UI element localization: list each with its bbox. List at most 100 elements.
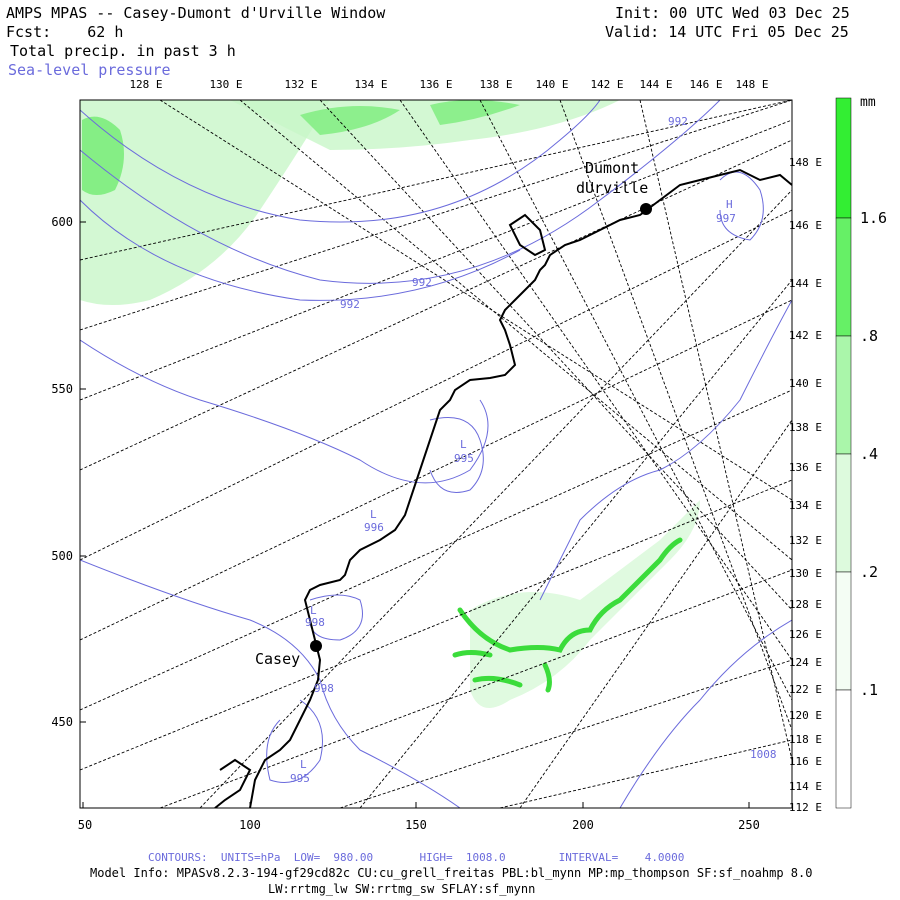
lon-label: 128 E [129, 78, 162, 91]
slp-contour [309, 594, 363, 641]
lon-label: 136 E [789, 461, 822, 474]
lon-label: 128 E [789, 598, 822, 611]
slp-contour [266, 699, 323, 783]
map-frame [79, 99, 793, 809]
precip-light-southeast [470, 500, 700, 708]
lon-label: 112 E [789, 801, 822, 814]
contour-label: 992 [340, 298, 360, 311]
x-tick-label: 200 [572, 818, 594, 832]
precip-core-northeast [430, 100, 520, 125]
lon-label: 148 E [789, 156, 822, 169]
precip-shading [80, 100, 700, 708]
lon-label: 144 E [639, 78, 672, 91]
top-lon-labels: 128 E 130 E 132 E 134 E 136 E 138 E 140 … [129, 78, 768, 91]
lon-label: 130 E [789, 567, 822, 580]
station-dumont-durville-marker[interactable] [640, 203, 652, 215]
station-casey-marker[interactable] [310, 640, 322, 652]
graticule-line [479, 100, 792, 701]
station-casey-label: Casey [255, 650, 300, 668]
graticule-line [80, 389, 792, 711]
lon-label: 144 E [789, 277, 822, 290]
contour-label: 992 [668, 115, 688, 128]
lon-label: 138 E [479, 78, 512, 91]
station-durville-label: dUrville [576, 179, 648, 197]
graticule-line [80, 139, 792, 471]
x-tick-label: 50 [78, 818, 92, 832]
contour-label: 998 [314, 682, 334, 695]
y-axis: 600 550 500 450 [51, 215, 86, 729]
graticule-line [399, 100, 792, 661]
init-time: Init: 00 UTC Wed 03 Dec 25 [615, 4, 850, 22]
map-title: AMPS MPAS -- Casey-Dumont d'Urville Wind… [6, 4, 386, 22]
contour-label: 998 [305, 616, 325, 629]
low-pressure-symbol: L [370, 508, 377, 521]
graticule-line [80, 119, 792, 401]
graticule-line [80, 209, 792, 561]
high-pressure-symbol: H [726, 198, 733, 211]
field-name: Total precip. in past 3 h [10, 42, 236, 60]
coastline-west [214, 758, 252, 808]
y-tick-label: 600 [51, 215, 73, 229]
contour-label: 997 [716, 212, 736, 225]
slp-contour [80, 339, 489, 484]
right-lon-labels: 148 E 146 E 144 E 142 E 140 E 138 E 136 … [789, 156, 822, 814]
colorbar-swatch-0.2 [835, 453, 852, 573]
graticule-line [159, 569, 792, 808]
contour-label: 996 [364, 521, 384, 534]
coastline [214, 168, 792, 808]
contour-label: 995 [290, 772, 310, 785]
colorbar-label: .4 [860, 445, 878, 463]
model-info-2: LW:rrtmg_lw SW:rrtmg_sw SFLAY:sf_mynn [268, 882, 536, 896]
x-tick-label: 150 [405, 818, 427, 832]
graticule-line [559, 100, 792, 731]
colorbar-label: .2 [860, 563, 878, 581]
low-pressure-symbol: L [310, 604, 317, 617]
low-pressure-symbol: L [300, 758, 307, 771]
y-tick-label: 550 [51, 382, 73, 396]
overlay-name: Sea-level pressure [8, 61, 171, 79]
lon-label: 130 E [209, 78, 242, 91]
slp-contour [719, 171, 764, 241]
colorbar-swatch-0.1 [835, 571, 852, 691]
low-pressure-symbol: L [460, 438, 467, 451]
coastline-inlet [508, 213, 547, 257]
graticule-line [80, 100, 792, 261]
lon-label: 122 E [789, 683, 822, 696]
x-tick-label: 100 [239, 818, 261, 832]
slp-contour [80, 100, 601, 223]
lon-label: 140 E [789, 377, 822, 390]
x-tick-label: 250 [738, 818, 760, 832]
lon-label: 146 E [689, 78, 722, 91]
graticule-line [339, 659, 792, 808]
precip-core-north [300, 106, 400, 135]
lon-label: 134 E [789, 499, 822, 512]
slp-contour [80, 100, 721, 284]
graticule-line [159, 100, 792, 501]
y-tick-label: 450 [51, 715, 73, 729]
lon-label: 146 E [789, 219, 822, 232]
slp-contour [80, 199, 521, 301]
slp-contour [429, 417, 484, 493]
colorbar-swatch-zero [835, 689, 852, 809]
lon-label: 116 E [789, 755, 822, 768]
contour-label: 995 [454, 452, 474, 465]
lon-label: 118 E [789, 733, 822, 746]
lon-label: 132 E [284, 78, 317, 91]
y-tick-label: 500 [51, 549, 73, 563]
contour-label: 992 [412, 276, 432, 289]
lon-label: 120 E [789, 709, 822, 722]
colorbar-label: 1.6 [860, 209, 887, 227]
precip-band-northwest [80, 100, 330, 305]
x-axis: 50 100 150 200 250 [78, 802, 760, 832]
lon-label: 142 E [590, 78, 623, 91]
contour-info: CONTOURS: UNITS=hPa LOW= 980.00 HIGH= 10… [148, 851, 685, 864]
colorbar: mm 1.6 .8 .4 .2 .1 [835, 95, 887, 809]
colorbar-label: .8 [860, 327, 878, 345]
contour-label: 1008 [750, 748, 777, 761]
valid-time: Valid: 14 UTC Fri 05 Dec 25 [605, 23, 849, 41]
lon-label: 138 E [789, 421, 822, 434]
colorbar-swatch-0.8 [835, 217, 852, 337]
lon-label: 142 E [789, 329, 822, 342]
coastline-path [249, 168, 792, 808]
